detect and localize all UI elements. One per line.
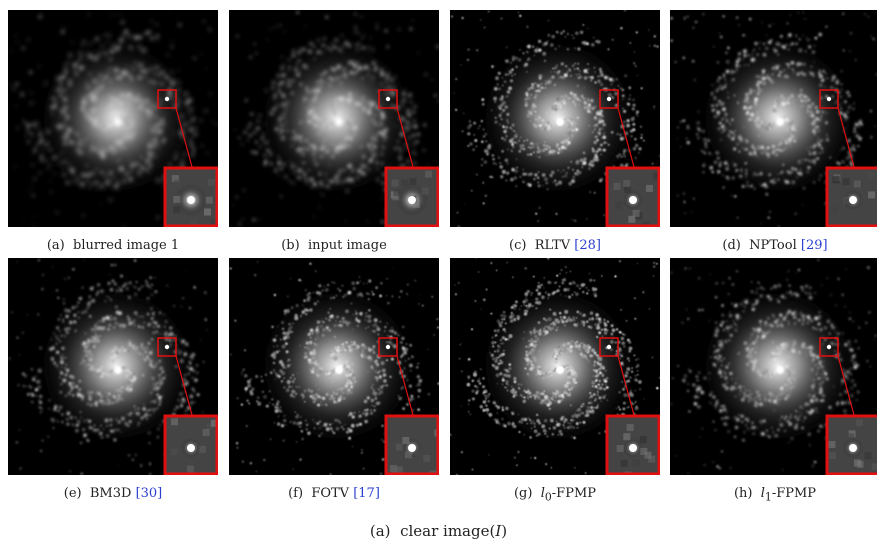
galaxy-image	[8, 258, 218, 475]
panel-image	[229, 10, 439, 227]
panel-caption: (h) l1-FPMP	[670, 486, 877, 506]
zoom-inset	[825, 414, 877, 475]
panel-caption: (f) FOTV [17]	[229, 486, 439, 502]
panel-caption: (b) input image	[229, 238, 439, 254]
panel-method-subscript: 1	[764, 490, 772, 504]
panel-method-name: RLTV	[534, 238, 571, 253]
panel-caption: (a) blurred image 1	[8, 238, 218, 254]
panel-label: (g)	[513, 486, 533, 501]
galaxy-image	[229, 10, 439, 227]
citation-link[interactable]: [17]	[353, 486, 380, 501]
zoom-region-box	[378, 337, 398, 357]
panel-image	[670, 258, 877, 475]
zoom-inset	[384, 166, 439, 227]
panel-method-name: -FPMP	[771, 486, 817, 501]
zoom-region-box	[378, 89, 398, 109]
panel-label: (f)	[288, 486, 304, 501]
panel-caption: (d) NPTool [29]	[670, 238, 877, 254]
zoom-inset	[384, 414, 439, 475]
figure-caption-close: )	[501, 522, 508, 540]
panel-image	[450, 10, 660, 227]
panel-image	[450, 258, 660, 475]
panel-method-prefix: l	[760, 486, 765, 501]
figure-caption-text: clear image(	[400, 522, 496, 540]
zoom-region-box	[157, 337, 177, 357]
zoom-region-box	[819, 337, 839, 357]
panel-method-name: NPTool	[749, 238, 797, 253]
panel-image	[8, 10, 218, 227]
panel-caption: (g) l0-FPMP	[450, 486, 660, 506]
zoom-inset	[163, 414, 218, 475]
panel-method-name: blurred image 1	[73, 238, 180, 253]
panel-method-name: FOTV	[311, 486, 350, 501]
galaxy-image	[450, 258, 660, 475]
panel-image	[670, 10, 877, 227]
panel-caption: (e) BM3D [30]	[8, 486, 218, 502]
panel-label: (d)	[722, 238, 741, 253]
panel-caption: (c) RLTV [28]	[450, 238, 660, 254]
figure-caption: (a) clear image(I)	[0, 522, 877, 540]
galaxy-image	[229, 258, 439, 475]
zoom-inset	[605, 414, 660, 475]
panel-label: (b)	[281, 238, 300, 253]
panel-label: (e)	[63, 486, 82, 501]
panel-label: (a)	[46, 238, 65, 253]
figure-caption-label: (a)	[369, 522, 391, 540]
galaxy-image	[670, 10, 877, 227]
zoom-inset	[825, 166, 877, 227]
zoom-inset	[163, 166, 218, 227]
galaxy-image	[8, 10, 218, 227]
citation-link[interactable]: [29]	[800, 238, 828, 253]
panel-label: (h)	[733, 486, 753, 501]
panel-method-prefix: l	[540, 486, 545, 501]
zoom-region-box	[599, 337, 619, 357]
citation-link[interactable]: [30]	[135, 486, 163, 501]
zoom-region-box	[819, 89, 839, 109]
panel-method-name: BM3D	[89, 486, 132, 501]
panel-method-name: input image	[307, 238, 387, 253]
citation-link[interactable]: [28]	[574, 238, 601, 253]
galaxy-image	[450, 10, 660, 227]
galaxy-image	[670, 258, 877, 475]
zoom-region-box	[157, 89, 177, 109]
panel-method-name: -FPMP	[551, 486, 596, 501]
panel-method-subscript: 0	[544, 490, 552, 504]
panel-image	[229, 258, 439, 475]
panel-image	[8, 258, 218, 475]
zoom-region-box	[599, 89, 619, 109]
panel-label: (c)	[509, 238, 527, 253]
zoom-inset	[605, 166, 660, 227]
figure-caption-var: I	[495, 522, 502, 540]
